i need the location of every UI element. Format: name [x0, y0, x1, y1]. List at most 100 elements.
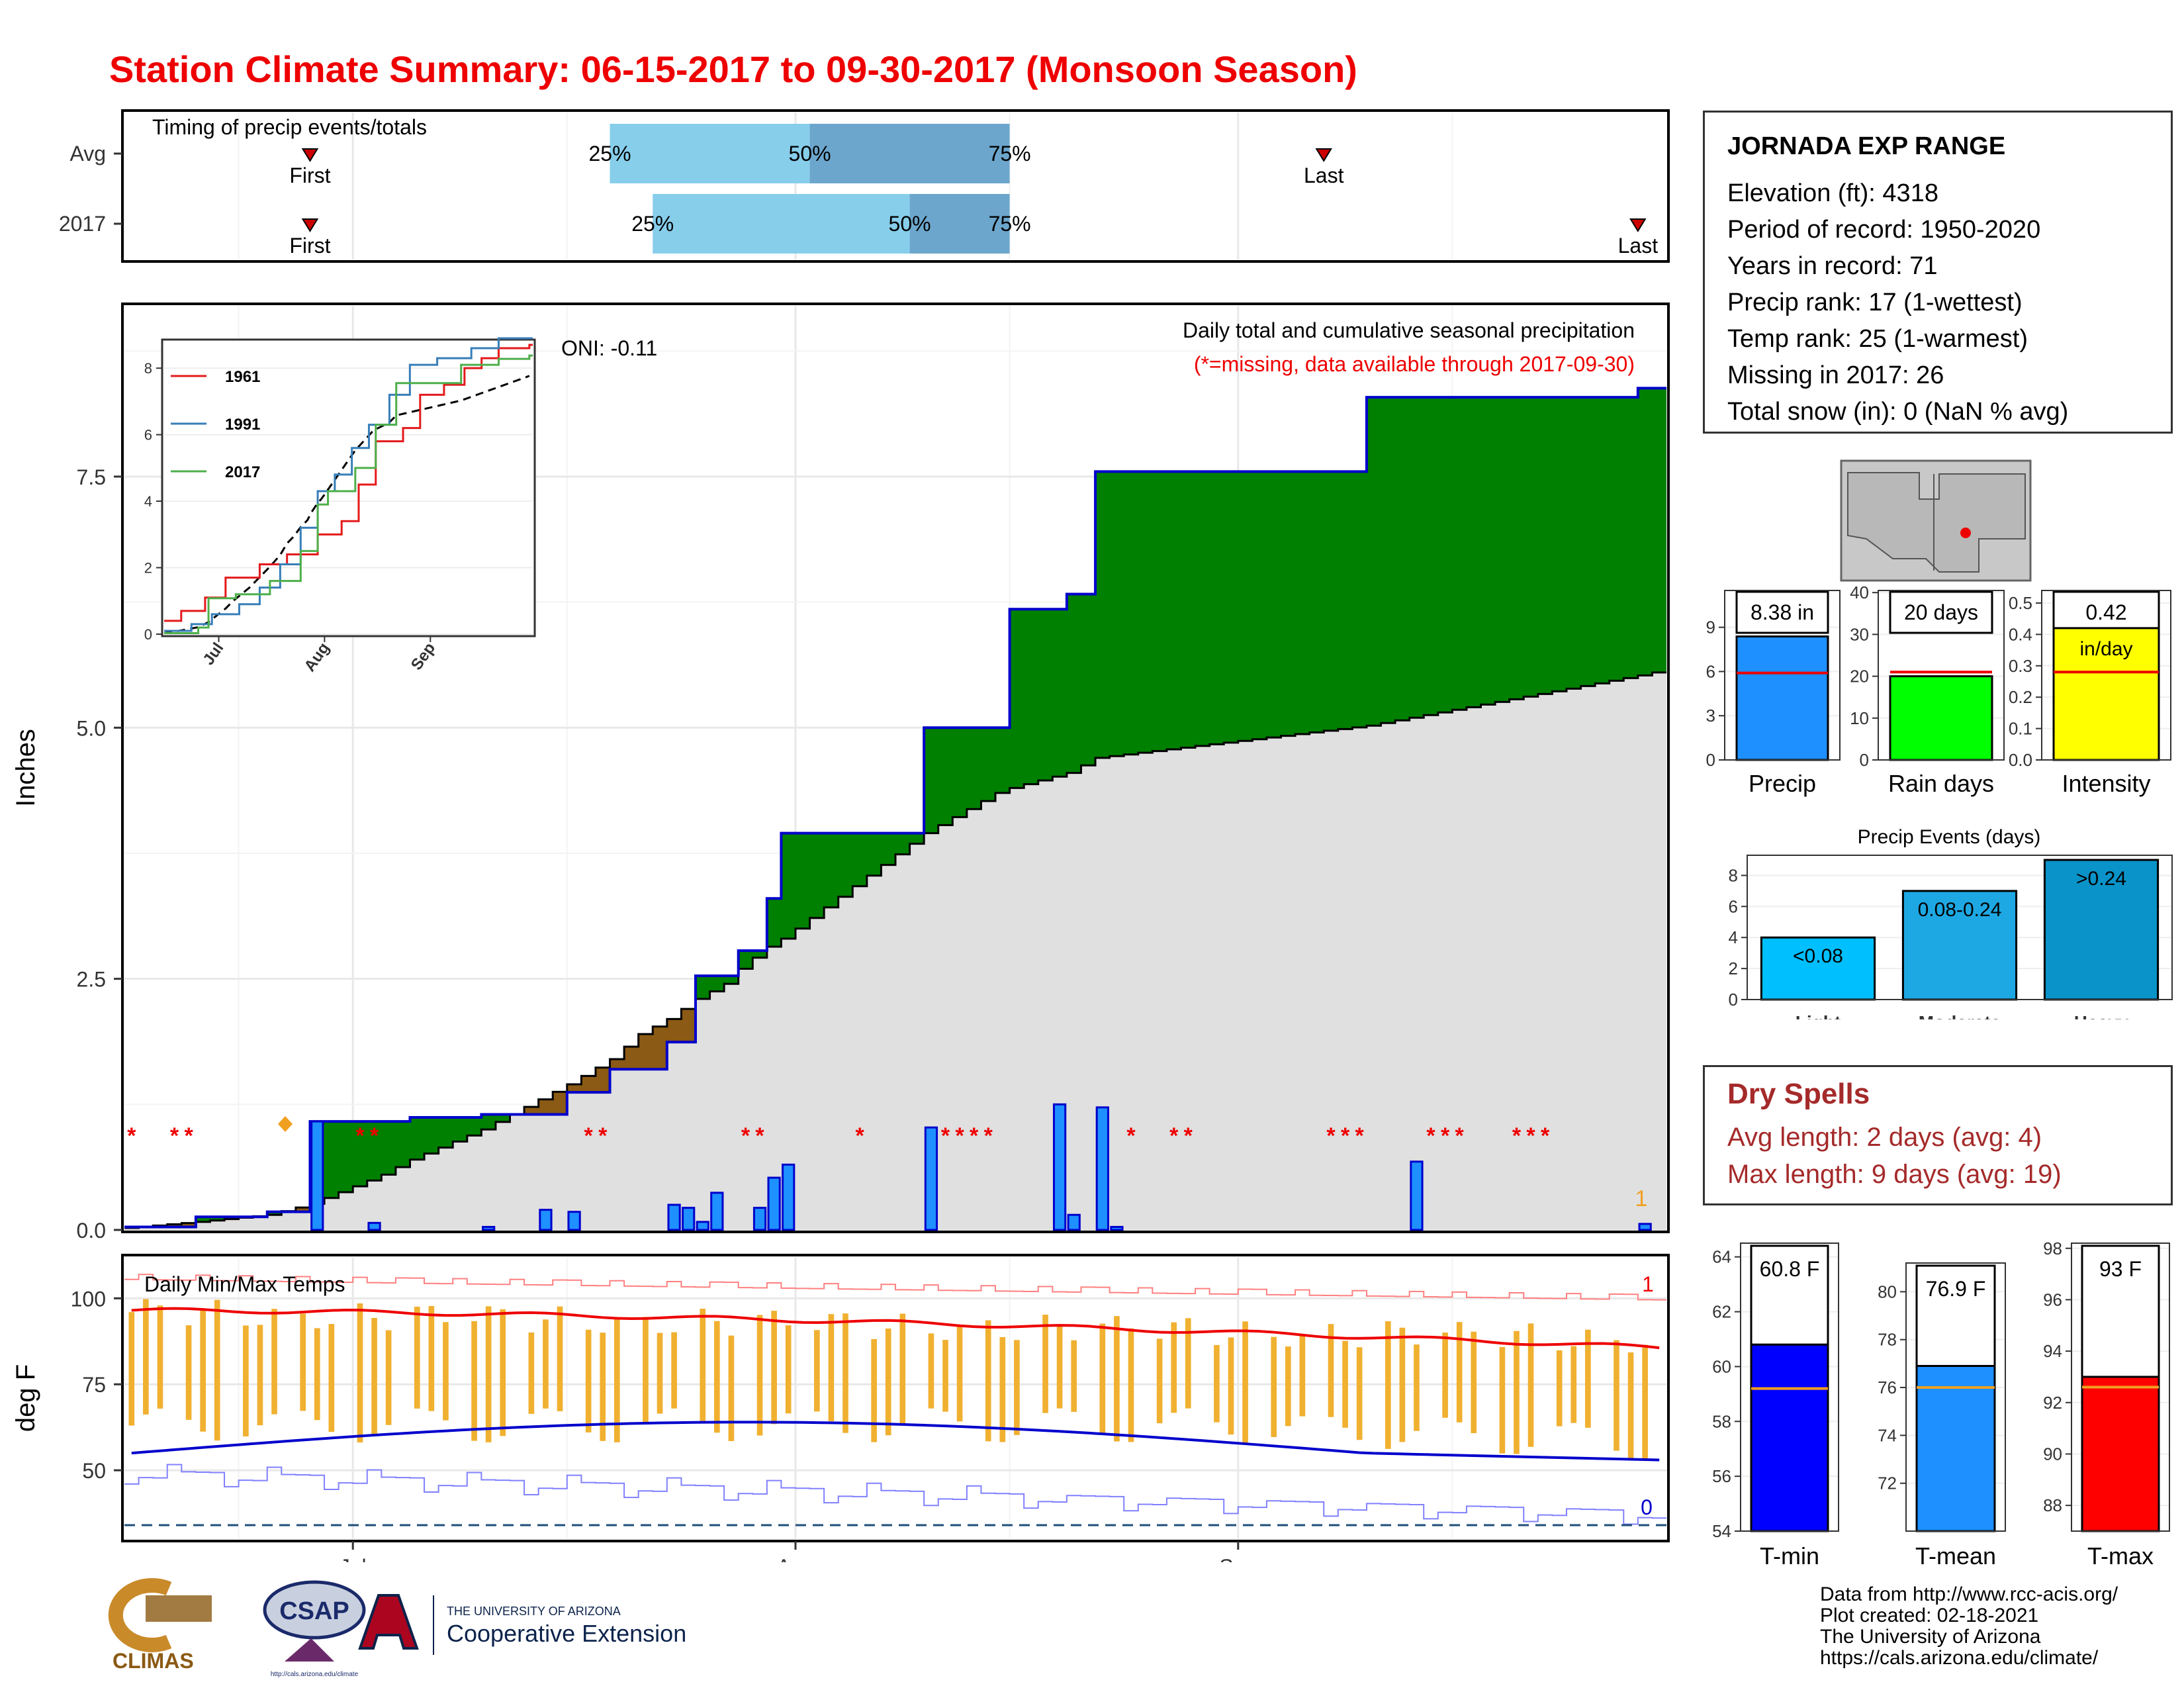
oni-label: ONI: -0.11 [561, 336, 657, 360]
daily-temp-range-bar [756, 1315, 763, 1436]
daily-temp-range-bar [471, 1321, 477, 1441]
missing-day-marker: * [1326, 1123, 1336, 1149]
summary-value-text: 20 days [1904, 600, 1978, 624]
daily-temp-range-bar [314, 1328, 320, 1421]
summary-bar-label: Rain days [1888, 770, 1994, 797]
timing-panel: Timing of precip events/totals Avg 25% 50%… [59, 109, 1670, 263]
temp-value-bar [2081, 1376, 2160, 1532]
daily-temp-range-bar [485, 1306, 492, 1442]
missing-day-marker: * [855, 1123, 864, 1149]
daily-temp-range-bar [1642, 1344, 1648, 1460]
daily-temp-range-bar [200, 1310, 206, 1432]
precip-y-label: Inches [11, 729, 40, 807]
events-bar-label: Heavy [2074, 1012, 2129, 1019]
page-title: Station Climate Summary: 06-15-2017 to 0… [109, 48, 1357, 90]
temp-bar-label: T-min [1760, 1542, 1819, 1569]
daily-temp-range-bar [885, 1328, 891, 1436]
daily-temp-range-bar [1499, 1346, 1506, 1454]
events-bar-label: Moderate [1919, 1012, 2001, 1019]
temp-frame [122, 1255, 1668, 1541]
daily-precip-bar [767, 1176, 781, 1231]
missing-day-marker: * [1126, 1123, 1136, 1149]
timing-p25-label: 25% [588, 142, 631, 165]
daily-temp-range-bar [1128, 1328, 1134, 1442]
daily-temp-range-bar [899, 1313, 906, 1424]
events-bar-range: >0.24 [2076, 868, 2126, 890]
station-info-line: Precip rank: 17 (1-wettest) [1727, 289, 2023, 316]
temp-panel-frame [2071, 1243, 2170, 1532]
record-high-line [124, 1274, 1666, 1301]
events-y-tick-label: 2 [1729, 959, 1738, 978]
daily-temp-range-bar [300, 1313, 306, 1411]
events-bar-label: Light [1796, 1012, 1841, 1019]
daily-temp-range-bar [1442, 1333, 1448, 1418]
daily-temp-range-bar [643, 1317, 649, 1425]
daily-temp-range-bar [814, 1330, 820, 1412]
footer-credits: Data from http://www.rcc-acis.org/ Plot … [1820, 1584, 2118, 1669]
daily-temp-range-bar [1271, 1336, 1277, 1437]
timing-p50-label: 50% [889, 212, 931, 236]
summary-y-tick-label: 9 [1706, 618, 1715, 637]
temp-value-text: 93 F [2099, 1257, 2142, 1281]
summary-panel-frame [1724, 590, 1841, 761]
csap-mountain [285, 1638, 334, 1662]
events-frame [1747, 855, 2173, 1000]
inset-legend-label: 1961 [225, 368, 260, 386]
station-info-line: Years in record: 71 [1727, 252, 1938, 280]
missing-note: (*=missing, data available through 2017-… [1194, 352, 1635, 376]
daily-precip-bar [539, 1209, 553, 1231]
inset-y-tick-label: 8 [144, 360, 152, 377]
summary-y-tick-label: 6 [1706, 661, 1715, 681]
daily-temp-range-bar [1071, 1340, 1077, 1412]
summary-y-tick-label: 20 [1850, 667, 1869, 686]
daily-temp-range-bar [1228, 1337, 1234, 1435]
surplus-area [124, 388, 1666, 1228]
summary-y-tick-label: 10 [1850, 708, 1869, 728]
missing-day-marker: * [1169, 1123, 1179, 1149]
missing-day-marker: * [1441, 1123, 1450, 1149]
temp-y-axis: 50 75 100 [71, 1287, 122, 1483]
logos: CLIMAS CSAP http://cals.arizona.edu/clim… [108, 1578, 686, 1678]
station-info-line: Period of record: 1950-2020 [1727, 216, 2041, 244]
daily-temp-range-bar [1356, 1347, 1363, 1440]
summary-y-tick-label: 0.5 [2009, 593, 2032, 613]
record-low-line [124, 1464, 1666, 1525]
missing-day-marker: * [1541, 1123, 1550, 1149]
missing-day-marker: * [1355, 1123, 1365, 1149]
timing-row-label: Avg [69, 142, 106, 165]
missing-day-marker: * [170, 1123, 179, 1149]
csap-cloud [263, 1580, 366, 1640]
daily-temp-range-bar [214, 1299, 220, 1441]
temp-frame-border [121, 1254, 1670, 1542]
summary-y-tick-label: 0.0 [2009, 750, 2032, 770]
summary-y-tick-label: 0 [1706, 750, 1715, 770]
daily-temp-range-bar [985, 1320, 991, 1442]
inset-line-1991 [164, 337, 533, 632]
daily-precip-bar [710, 1192, 724, 1231]
summary-bar-label: Intensity [2062, 770, 2150, 797]
summary-y-tick-label: 30 [1850, 624, 1869, 644]
climas-swoosh [108, 1578, 172, 1652]
daily-temp-range-bar [371, 1317, 377, 1436]
last-marker-icon [1629, 218, 1647, 232]
timing-rows: Avg 25% 50% 75% First Last 2017 25% 50% 75% First L… [59, 124, 1658, 258]
daily-precip-bar [682, 1207, 696, 1231]
events-y-tick-label: 6 [1729, 896, 1738, 916]
summary-panel-frame [2041, 590, 2171, 761]
daily-precip-bar [367, 1221, 381, 1231]
temp-value-text: 76.9 F [1926, 1277, 1986, 1301]
dry-spells-title: Dry Spells [1727, 1078, 1870, 1110]
record-high-count: 1 [1642, 1272, 1654, 1296]
events-title: Precip Events (days) [1858, 826, 2041, 848]
daily-temp-range-bar [614, 1317, 620, 1442]
inset-avg-line [163, 375, 530, 635]
daily-temp-range-bar [1099, 1323, 1106, 1434]
missing-day-marker: * [1455, 1123, 1465, 1149]
temp-bar-panel: 54 56 58 60 62 64 60.8 F T-min [1712, 1243, 1839, 1569]
temp-panel-y-tick-label: 64 [1712, 1247, 1731, 1267]
daily-temp-range-bar [842, 1313, 848, 1433]
daily-temp-range-bar [657, 1333, 663, 1414]
climas-logo: CLIMAS [108, 1578, 212, 1673]
daily-temp-range-bar [1414, 1344, 1420, 1431]
footer-line-url: https://cals.arizona.edu/climate/ [1820, 1647, 2099, 1669]
